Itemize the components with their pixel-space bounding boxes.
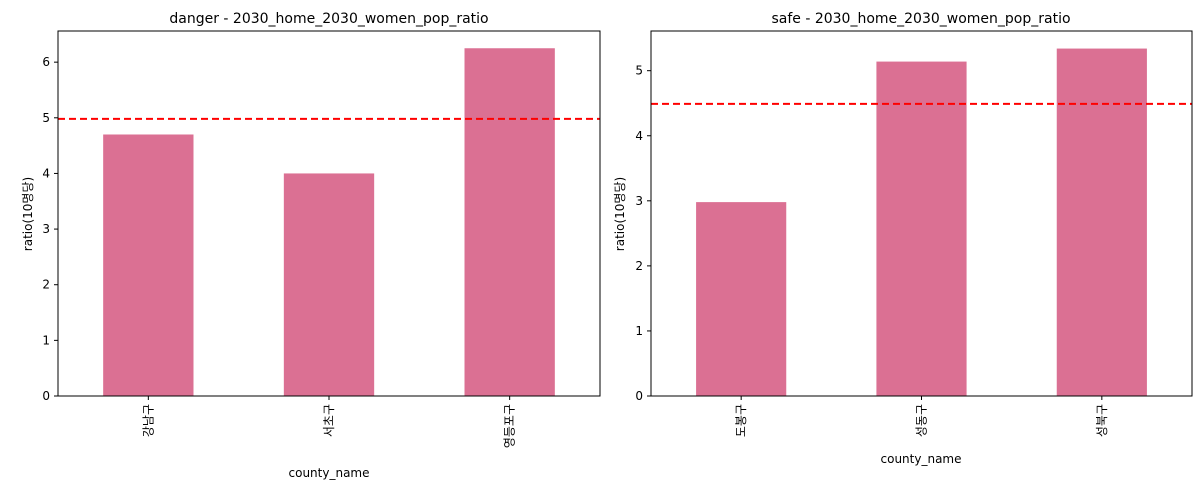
chart-safe: safe - 2030_home_2030_women_pop_ratio 0 1… xyxy=(613,11,1193,466)
y-tick-label: 4 xyxy=(42,166,50,180)
bar xyxy=(103,134,194,397)
y-tick-label: 5 xyxy=(635,64,643,78)
x-tick-label: 강남구 xyxy=(141,404,155,437)
y-tick-label: 1 xyxy=(635,324,643,338)
bar xyxy=(464,48,555,396)
y-tick-label: 0 xyxy=(42,389,50,403)
y-tick-label: 2 xyxy=(42,278,50,292)
y-tick-label: 5 xyxy=(42,111,50,125)
bar xyxy=(696,202,787,396)
plot-area: 0 1 2 3 4 5 6 강남구 서초구 영등포구 xyxy=(42,30,601,448)
y-tick-label: 3 xyxy=(635,194,643,208)
y-tick-label: 1 xyxy=(42,333,50,347)
y-tick-label: 4 xyxy=(635,129,643,143)
chart-title: safe - 2030_home_2030_women_pop_ratio xyxy=(771,11,1070,27)
x-axis-label: county_name xyxy=(881,452,962,466)
y-tick-label: 3 xyxy=(42,222,50,236)
y-tick-label: 0 xyxy=(635,389,643,403)
x-tick-label: 도봉구 xyxy=(734,404,748,437)
plot-area: 0 1 2 3 4 5 도봉구 성동구 성북구 xyxy=(635,30,1193,437)
bar xyxy=(876,61,967,397)
x-tick-label: 서초구 xyxy=(322,404,336,437)
x-tick-label: 성동구 xyxy=(915,404,929,437)
x-tick-label: 영등포구 xyxy=(503,404,517,448)
bar xyxy=(1056,48,1147,397)
chart-danger: danger - 2030_home_2030_women_pop_ratio … xyxy=(21,11,601,480)
y-axis-label: ratio(10명당) xyxy=(21,177,35,251)
x-axis-label: county_name xyxy=(289,466,370,480)
x-tick-label: 성북구 xyxy=(1095,404,1109,437)
chart-title: danger - 2030_home_2030_women_pop_ratio xyxy=(169,11,488,27)
y-tick-label: 6 xyxy=(42,55,50,69)
y-axis-label: ratio(10명당) xyxy=(613,177,627,251)
y-tick-label: 2 xyxy=(635,259,643,273)
bar xyxy=(283,173,375,396)
